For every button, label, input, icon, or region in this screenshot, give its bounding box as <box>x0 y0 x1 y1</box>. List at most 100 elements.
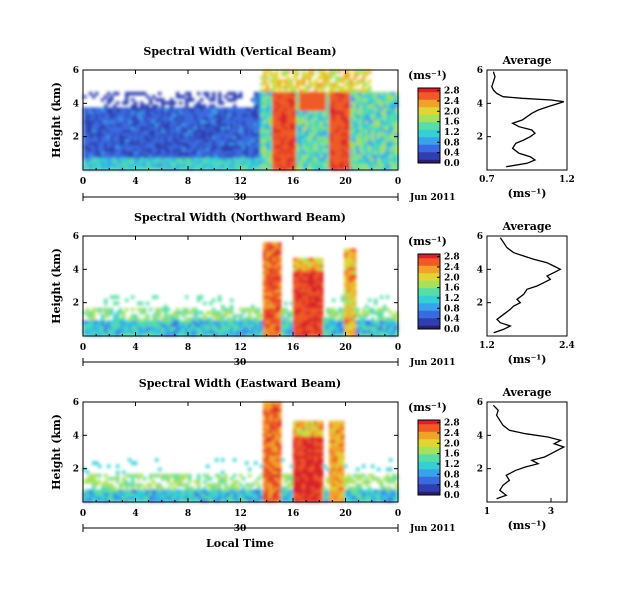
heatmap-cell <box>227 317 231 321</box>
heatmap-cell <box>89 329 93 334</box>
heatmap-cell <box>254 320 258 324</box>
heatmap-cell <box>383 107 387 112</box>
heatmap-cell <box>206 498 210 503</box>
heatmap-cell <box>179 123 183 127</box>
heatmap-cell <box>371 98 375 102</box>
heatmap-cell <box>155 141 159 146</box>
heatmap-cell <box>266 129 270 133</box>
heatmap-cell <box>248 495 252 500</box>
profile-x-label: (ms⁻¹) <box>508 187 547 200</box>
colorbar-swatch <box>418 302 440 306</box>
heatmap-cell <box>215 145 219 149</box>
heatmap-cell <box>221 141 225 146</box>
heatmap-cell <box>221 166 225 171</box>
heatmap-cell <box>140 323 144 328</box>
heatmap-cell <box>116 132 120 137</box>
heatmap-cell <box>239 323 243 328</box>
heatmap-cell <box>197 323 201 328</box>
heatmap-cell <box>146 495 150 500</box>
heatmap-cell <box>236 123 240 127</box>
heatmap-cell <box>275 154 279 158</box>
heatmap-cell <box>314 126 318 130</box>
heatmap-cell <box>179 135 183 140</box>
heatmap-cell <box>272 427 276 431</box>
heatmap-cell <box>215 116 219 121</box>
heatmap-cell <box>353 126 357 130</box>
heatmap-cell <box>293 148 297 152</box>
heatmap-cell <box>380 326 384 331</box>
heatmap-cell <box>161 160 165 165</box>
heatmap-cell <box>284 101 288 105</box>
heatmap-cell <box>212 104 216 108</box>
heatmap-cell <box>107 166 111 171</box>
heatmap-cell <box>230 311 234 315</box>
heatmap-cell <box>107 314 111 318</box>
heatmap-cell <box>365 157 369 162</box>
heatmap-cell <box>365 160 369 165</box>
heatmap-cell <box>215 311 219 315</box>
heatmap-cell <box>113 126 117 130</box>
heatmap-cell <box>119 160 123 165</box>
heatmap-cell <box>311 261 315 265</box>
heatmap-cell <box>278 307 282 312</box>
heatmap-cell <box>233 492 237 497</box>
heatmap-cell <box>356 107 360 112</box>
heatmap-cell <box>377 317 381 321</box>
heatmap-cell <box>323 317 327 321</box>
heatmap-cell <box>272 85 276 90</box>
heatmap-cell <box>284 116 288 121</box>
heatmap-cell <box>353 154 357 158</box>
heatmap-cell <box>350 145 354 149</box>
heatmap-cell <box>269 470 273 475</box>
heatmap-cell <box>206 323 210 328</box>
heatmap-cell <box>353 95 357 99</box>
heatmap-cell <box>149 157 153 162</box>
heatmap-cell <box>272 282 276 287</box>
heatmap-cell <box>290 495 294 500</box>
heatmap-cell <box>353 276 357 281</box>
heatmap-cell <box>92 148 96 152</box>
heatmap-cell <box>392 145 396 149</box>
heatmap-cell <box>272 160 276 165</box>
heatmap-cell <box>266 242 270 246</box>
heatmap-cell <box>281 498 285 503</box>
heatmap-cell <box>353 88 357 93</box>
heatmap-cell <box>374 323 378 328</box>
heatmap-cell <box>287 141 291 146</box>
heatmap-cell <box>272 317 276 321</box>
heatmap-cell <box>179 95 183 99</box>
heatmap-cell <box>353 73 357 77</box>
heatmap-cell <box>266 417 270 422</box>
heatmap-cell <box>281 110 285 115</box>
heatmap-cell <box>113 314 117 318</box>
heatmap-cell <box>164 166 168 171</box>
heatmap-cell <box>392 332 396 337</box>
heatmap-cell <box>392 123 396 127</box>
heatmap-cell <box>248 148 252 152</box>
heatmap-cell <box>374 301 378 306</box>
heatmap-cell <box>179 101 183 105</box>
heatmap-cell <box>149 326 153 331</box>
heatmap-cell <box>218 160 222 165</box>
colorbar-swatch <box>418 127 440 130</box>
heatmap-cell <box>293 279 297 284</box>
heatmap-cell <box>155 110 159 115</box>
heatmap-cell <box>368 135 372 140</box>
heatmap-cell <box>305 104 309 108</box>
heatmap-cell <box>374 98 378 102</box>
colorbar-tick-label: 1.6 <box>444 284 460 294</box>
heatmap-cell <box>185 113 189 118</box>
heatmap-cell <box>263 91 267 96</box>
heatmap-cell <box>365 163 369 168</box>
heatmap-cell <box>209 145 213 149</box>
heatmap-cell <box>251 304 255 309</box>
heatmap-cell <box>131 151 135 155</box>
heatmap-cell <box>278 492 282 497</box>
heatmap-cell <box>272 135 276 140</box>
heatmap-cell <box>158 332 162 337</box>
heatmap-cell <box>263 311 267 315</box>
colorbar-swatch <box>418 153 440 157</box>
heatmap-cell <box>299 101 303 105</box>
heatmap-cell <box>332 107 336 112</box>
